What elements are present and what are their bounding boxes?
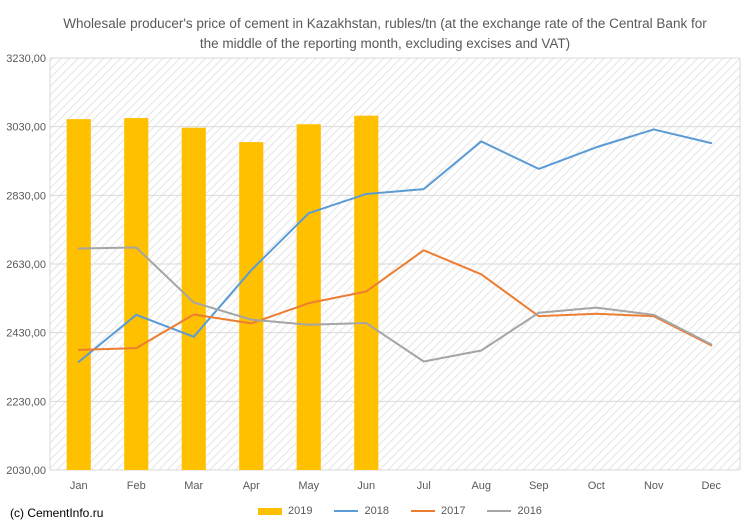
y-tick-label: 2230,00 [6, 396, 46, 408]
legend-swatch [334, 510, 358, 512]
y-tick-label: 2630,00 [6, 259, 46, 271]
legend-label: 2017 [441, 505, 465, 517]
legend-label: 2016 [517, 505, 541, 517]
y-tick-label: 3230,00 [6, 53, 46, 65]
x-tick-label: Dec [701, 480, 721, 492]
x-tick-label: Jan [70, 480, 88, 492]
x-tick-label: Mar [184, 480, 203, 492]
legend-item-2017: 2017 [411, 505, 465, 517]
bar-2019-Mar [182, 128, 206, 470]
bar-2019-May [297, 124, 321, 470]
chart: Wholesale producer's price of cement in … [0, 0, 756, 531]
legend-item-2018: 2018 [334, 505, 388, 517]
chart-plot: 2030,00 2230,00 2430,00 2630,00 2830,00 3030,… [0, 0, 756, 500]
y-tick-label: 3030,00 [6, 122, 46, 134]
y-axis: 2030,00 2230,00 2430,00 2630,00 2830,00 3030,… [6, 53, 46, 477]
legend-label: 2019 [288, 505, 312, 517]
legend-swatch [258, 508, 282, 515]
bar-2019-Feb [124, 118, 148, 470]
x-tick-label: May [298, 480, 319, 492]
y-tick-label: 2030,00 [6, 465, 46, 477]
x-tick-label: Aug [471, 480, 491, 492]
x-tick-label: Apr [243, 480, 260, 492]
x-tick-label: Feb [127, 480, 146, 492]
x-tick-label: Jul [417, 480, 431, 492]
source-note: (c) CementInfo.ru [10, 506, 103, 520]
x-tick-label: Jun [357, 480, 375, 492]
y-tick-label: 2830,00 [6, 190, 46, 202]
x-tick-label: Nov [644, 480, 664, 492]
bar-2019-Apr [239, 142, 263, 470]
x-tick-label: Oct [588, 480, 605, 492]
x-tick-label: Sep [529, 480, 549, 492]
legend: 2019 2018 2017 2016 [258, 505, 564, 517]
y-tick-label: 2430,00 [6, 328, 46, 340]
legend-label: 2018 [364, 505, 388, 517]
legend-swatch [487, 510, 511, 512]
legend-item-2016: 2016 [487, 505, 541, 517]
x-axis: Jan Feb Mar Apr May Jun Jul Aug Sep Oct Nov Dec [70, 480, 722, 492]
legend-item-2019: 2019 [258, 505, 312, 517]
bar-2019-Jan [67, 119, 91, 470]
legend-swatch [411, 510, 435, 512]
